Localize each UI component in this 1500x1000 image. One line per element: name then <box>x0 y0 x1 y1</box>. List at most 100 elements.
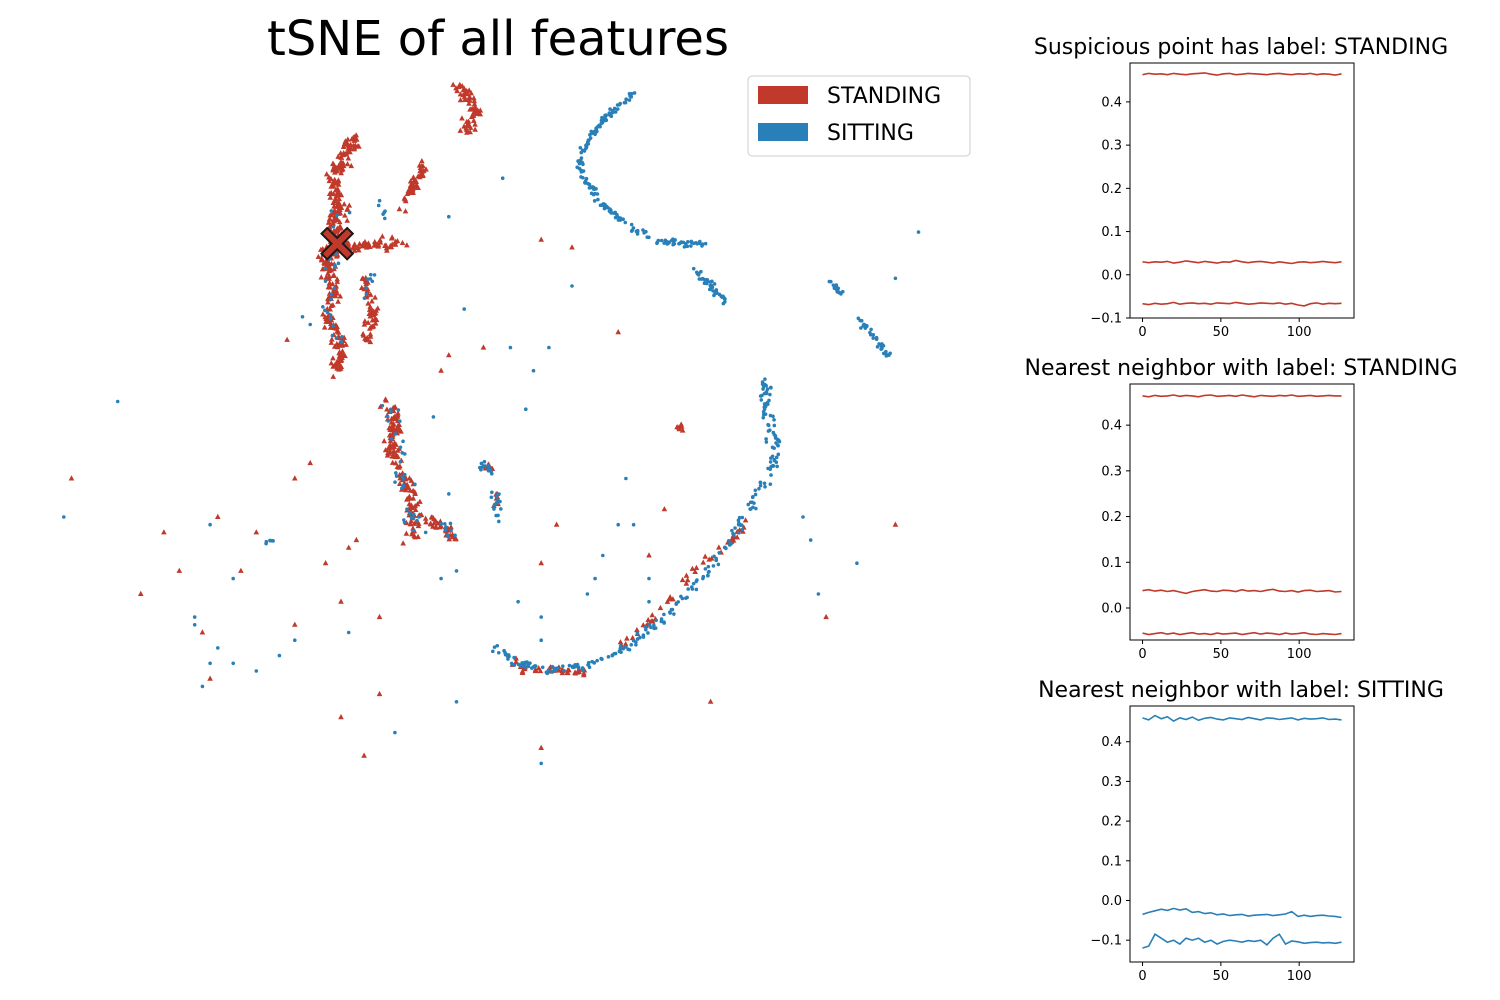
standing-point <box>325 299 331 305</box>
sitting-point <box>768 413 773 418</box>
sitting-point <box>208 661 212 666</box>
sitting-point <box>598 124 602 129</box>
standing-point <box>463 118 470 124</box>
standing-point <box>326 273 333 279</box>
sitting-point <box>760 393 764 398</box>
sitting-point <box>580 148 585 153</box>
standing-point <box>338 167 345 173</box>
sitting-point <box>880 346 884 351</box>
sitting-point <box>816 592 821 596</box>
sitting-point <box>721 294 725 299</box>
sitting-point <box>562 668 566 673</box>
sitting-point <box>762 383 766 388</box>
sitting-point <box>674 601 679 606</box>
sitting-point <box>618 101 623 106</box>
sitting-point <box>768 392 772 397</box>
sitting-point <box>836 289 840 294</box>
standing-point <box>327 324 334 330</box>
sitting-point <box>330 333 335 338</box>
x-tick-label: 50 <box>1213 969 1230 984</box>
sitting-point <box>766 429 771 433</box>
standing-point <box>480 344 487 350</box>
sitting-point <box>264 541 268 546</box>
sitting-point <box>588 133 592 137</box>
sitting-point <box>662 620 666 624</box>
axes-frame <box>1129 383 1355 641</box>
legend-label-standing: STANDING <box>827 84 941 109</box>
series-line-a <box>1142 72 1342 76</box>
sitting-point <box>448 521 453 526</box>
x-tick-label: 100 <box>1287 969 1312 984</box>
standing-point <box>367 303 373 309</box>
standing-point <box>344 206 351 212</box>
sitting-point <box>885 353 890 357</box>
x-tick-label: 50 <box>1213 647 1230 662</box>
sitting-point <box>449 528 453 533</box>
standing-point <box>161 529 167 535</box>
sitting-point <box>750 495 755 500</box>
standing-point <box>634 626 640 633</box>
standing-point <box>388 235 395 241</box>
sitting-point <box>592 199 597 203</box>
sitting-point <box>300 315 305 319</box>
standing-point <box>315 253 322 260</box>
sitting-point <box>705 277 710 282</box>
standing-point <box>337 357 344 363</box>
standing-point <box>381 438 387 444</box>
sitting-point <box>401 483 406 488</box>
standing-point <box>408 182 415 188</box>
sitting-point <box>653 626 658 630</box>
subplot-2-plot-area: 0 50 100 0.0 0.1 0.2 0.3 0.4 <box>1101 383 1355 662</box>
sitting-point <box>623 220 628 225</box>
sitting-point <box>774 455 779 460</box>
standing-point <box>345 544 352 550</box>
sitting-point <box>776 452 781 457</box>
sitting-point <box>699 269 703 274</box>
standing-point <box>360 240 366 247</box>
standing-point <box>377 237 383 243</box>
standing-point <box>344 217 351 223</box>
sitting-point <box>610 108 615 113</box>
standing-point <box>532 667 539 673</box>
sitting-point <box>736 530 741 535</box>
sitting-point <box>595 658 599 663</box>
y-tick-label: 0.1 <box>1101 556 1122 571</box>
standing-point <box>667 596 673 602</box>
sitting-point <box>690 587 695 591</box>
sitting-point <box>389 437 394 441</box>
standing-point <box>338 598 344 604</box>
sitting-point <box>377 198 382 203</box>
sitting-point <box>580 169 585 174</box>
standing-point <box>292 475 298 481</box>
sitting-point <box>757 486 761 491</box>
sitting-point <box>332 286 337 291</box>
sitting-point <box>888 351 892 356</box>
standing-point <box>446 536 453 542</box>
sitting-point <box>760 380 765 384</box>
standing-point <box>329 336 335 342</box>
standing-point <box>292 621 298 627</box>
standing-point <box>415 522 422 529</box>
sitting-point <box>774 460 779 465</box>
sitting-point <box>401 439 405 444</box>
sitting-point <box>339 340 344 344</box>
standing-point <box>322 314 328 320</box>
sitting-point <box>730 528 734 533</box>
series-line-c <box>1142 933 1342 949</box>
sitting-point <box>624 97 629 102</box>
sitting-point <box>768 460 773 464</box>
standing-point <box>396 206 403 212</box>
standing-point <box>358 284 365 291</box>
sitting-point <box>408 511 412 515</box>
standing-point <box>364 243 370 249</box>
sitting-point <box>508 345 513 350</box>
sitting-point <box>631 522 636 527</box>
standing-point <box>408 518 414 524</box>
sitting-point <box>599 118 604 123</box>
standing-point <box>138 590 144 596</box>
sitting-point <box>394 474 399 478</box>
sitting-point <box>682 245 687 249</box>
standing-point <box>386 424 393 431</box>
sitting-point <box>489 495 494 500</box>
y-tick-label: 0.3 <box>1101 464 1122 479</box>
